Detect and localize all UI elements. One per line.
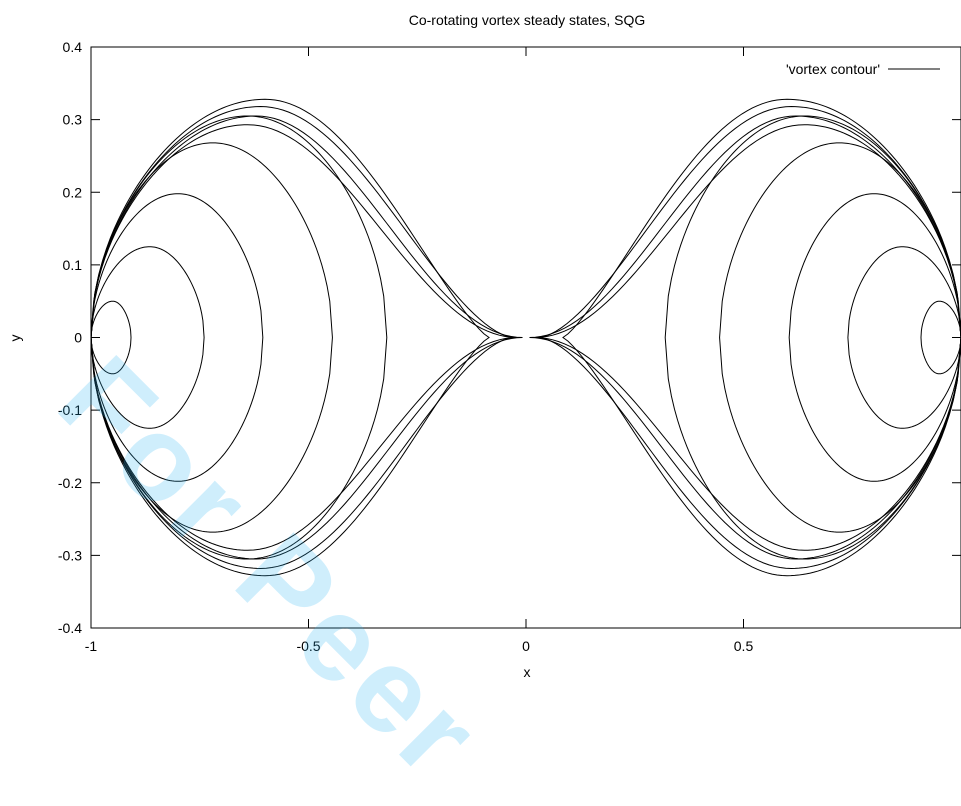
left-vortex-contour-8 [90, 98, 490, 577]
right-vortex-contour-2 [788, 193, 961, 482]
left-vortex-contour-0 [90, 300, 132, 375]
right-vortex-contour-6 [529, 115, 961, 560]
left-vortex-contour-7 [90, 106, 514, 569]
left-vortex-contour-3 [90, 142, 333, 533]
ticks-layer: -1 -0.5 0 0.5 -0.4 -0.3 -0.2 -0.1 0 0.1 0.2 0.3 0.4 [58, 39, 961, 654]
y-tick-label: 0 [74, 330, 82, 346]
right-vortex-contour-1 [847, 246, 961, 429]
right-vortex-contour-8 [562, 98, 961, 577]
y-tick-label: -0.1 [58, 402, 82, 418]
right-vortex-contour-7 [538, 106, 961, 569]
y-tick-label: 0.1 [63, 257, 83, 273]
left-vortex-contour-4 [90, 115, 388, 560]
y-tick-label: -0.2 [58, 475, 82, 491]
y-tick-label: 0.4 [63, 39, 83, 55]
x-tick-label: -1 [85, 638, 98, 654]
right-vortex-contour-3 [719, 142, 961, 533]
right-vortex-contour-5 [534, 124, 961, 551]
y-axis-label: y [7, 335, 23, 342]
left-vortex-contour-5 [90, 124, 518, 551]
left-vortex-contour-1 [90, 246, 205, 429]
plot-frame [90, 46, 961, 629]
chart: Co-rotating vortex steady states, SQG x … [7, 12, 961, 680]
y-tick-label: -0.4 [58, 620, 82, 636]
y-tick-label: -0.3 [58, 547, 82, 563]
right-vortex-contour-4 [664, 115, 961, 560]
left-vortex-contour-2 [90, 193, 264, 482]
left-vortex-contour-6 [90, 115, 523, 560]
x-axis-label: x [524, 664, 531, 680]
chart-title: Co-rotating vortex steady states, SQG [409, 12, 646, 28]
legend-label: 'vortex contour' [786, 61, 880, 77]
y-tick-label: 0.3 [63, 112, 83, 128]
right-vortex-contour-0 [920, 300, 961, 375]
contours-layer [90, 98, 961, 577]
legend: 'vortex contour' [786, 61, 940, 77]
x-tick-label: -0.5 [296, 638, 320, 654]
x-tick-label: 0 [522, 638, 530, 654]
y-tick-label: 0.2 [63, 184, 83, 200]
x-tick-label: 0.5 [734, 638, 754, 654]
